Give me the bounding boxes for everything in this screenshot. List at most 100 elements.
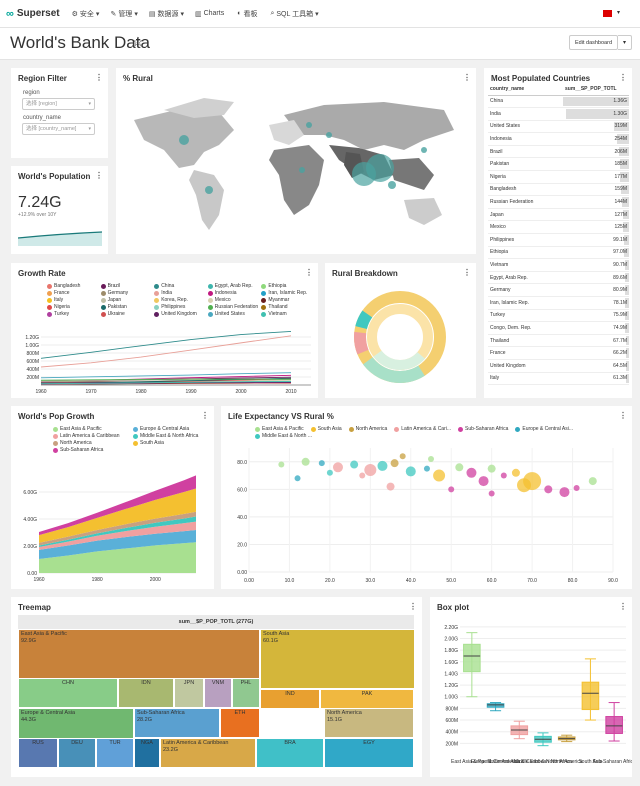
scatter-point[interactable] [544,485,553,494]
scatter-point[interactable] [500,472,507,479]
table-row[interactable]: United States 319M [488,120,629,134]
table-row[interactable]: India 1.30G [488,107,629,121]
box-rect[interactable] [463,643,481,673]
language-flag-icon[interactable] [603,10,612,17]
scatter-point[interactable] [428,456,434,463]
treemap-country[interactable]: NGA [134,738,160,768]
scatter-point[interactable] [377,460,388,471]
scatter-point[interactable] [294,475,301,482]
scatter-point[interactable] [573,484,580,491]
treemap-header[interactable]: sum__$P_POP_TOTL (277G) [18,615,414,629]
more-options-icon[interactable]: ⋮ [305,268,313,277]
edit-dashboard-button[interactable]: Edit dashboard [569,35,618,50]
region-select[interactable]: 选择 [region] ▾ [22,98,95,110]
nav-item[interactable]: ⚙ 安全 ▾ [72,9,100,19]
treemap-country[interactable]: PHL [232,678,260,708]
legend-item[interactable]: Ethiopia [261,283,315,289]
table-row[interactable]: Indonesia 254M [488,132,629,146]
chevron-down-icon[interactable]: ▾ [616,10,620,16]
scatter-point[interactable] [511,468,520,477]
nav-item[interactable]: ▤ 数据源 ▾ [149,9,184,19]
legend-item[interactable]: China [154,283,208,289]
more-options-icon[interactable]: ⋮ [201,411,209,420]
legend-item[interactable]: Brazil [100,283,155,289]
table-row[interactable]: Nigeria 177M [488,170,629,184]
nav-item[interactable]: ⌕ SQL 工具箱 ▾ [270,9,318,19]
country-table-scroll[interactable]: country_name sum__SP_POP_TOTL China 1.36G… [488,84,629,396]
table-row[interactable]: Turkey 75.9M [488,309,629,323]
table-row[interactable]: Pakistan 185M [488,157,629,172]
treemap-country[interactable]: IND [260,689,320,709]
scatter-point[interactable] [423,465,430,472]
scatter-point[interactable] [405,466,416,477]
table-row[interactable]: Russian Federation 144M [488,195,629,209]
treemap-country[interactable]: PAK [320,689,414,709]
scatter-point[interactable] [332,462,343,473]
legend-item[interactable]: Germany [100,290,155,296]
table-row[interactable]: Thailand 67.7M [488,334,629,348]
scatter-point[interactable] [301,457,310,466]
treemap-country[interactable]: CHN [18,678,118,708]
legend-item[interactable]: Pakistan [100,304,155,310]
legend-item[interactable]: East Asia & Pacific [255,426,304,432]
box-rect[interactable] [581,681,600,711]
brand-logo[interactable]: ∞ Superset [6,8,60,20]
treemap-country[interactable]: BRA [256,738,324,768]
scatter-point[interactable] [359,472,366,479]
legend-item[interactable]: Russian Federation [207,304,262,310]
legend-item[interactable]: Latin America & Caribbean [53,433,133,439]
legend-item[interactable]: North America [348,426,387,432]
treemap-country[interactable]: VNM [204,678,232,708]
table-row[interactable]: Congo, Dem. Rep. 74.9M [488,321,629,335]
box-rect[interactable] [486,703,505,708]
table-row[interactable]: Brazil 206M [488,145,629,159]
table-row[interactable]: Bangladesh 159M [488,183,629,197]
favorite-star-icon[interactable]: ☆ [132,34,144,49]
scatter-point[interactable] [523,472,542,491]
scatter-point[interactable] [448,486,455,493]
column-header-population[interactable]: sum__SP_POP_TOTL [563,84,629,96]
treemap-country[interactable]: RUS [18,738,58,768]
legend-item[interactable]: United States [207,311,262,317]
legend-item[interactable]: South Asia [133,440,213,446]
treemap-region[interactable]: South Asia 60.1G [260,629,415,689]
more-options-icon[interactable]: ⋮ [95,171,103,180]
table-row[interactable]: Italy 61.3M [488,372,629,386]
nav-item[interactable]: ✎ 管理 ▾ [110,9,137,19]
scatter-point[interactable] [487,464,496,473]
treemap-region[interactable]: Latin America & Caribbean 23.2G [160,738,256,768]
legend-item[interactable]: Italy [47,297,101,303]
table-row[interactable]: Ethiopia 97.0M [488,246,629,260]
legend-item[interactable]: Indonesia [207,290,262,296]
legend-item[interactable]: Philippines [154,304,208,310]
table-row[interactable]: France 66.2M [488,346,629,360]
legend-item[interactable]: Bangladesh [47,283,101,289]
scatter-point[interactable] [466,467,477,478]
nav-item[interactable]: ▥ Charts [195,9,226,19]
table-row[interactable]: Philippines 99.1M [488,233,629,247]
legend-item[interactable]: Myanmar [261,297,315,303]
more-options-icon[interactable]: ⋮ [619,411,627,420]
scatter-point[interactable] [399,453,406,460]
treemap-country[interactable]: TUR [96,738,134,768]
scatter-point[interactable] [390,459,399,468]
legend-item[interactable]: Turkey [47,311,101,317]
legend-item[interactable]: Middle East & North ... [255,433,312,439]
legend-item[interactable]: Latin America & Cari... [394,426,451,432]
legend-item[interactable]: Thailand [261,304,315,310]
treemap-country[interactable]: DEU [58,738,96,768]
box-rect[interactable] [605,716,623,734]
treemap-country[interactable]: EGY [324,738,414,768]
legend-item[interactable]: Japan [100,297,155,303]
more-options-icon[interactable]: ⋮ [619,73,627,82]
legend-item[interactable]: East Asia & Pacific [53,426,133,432]
legend-item[interactable]: India [154,290,208,296]
scatter-point[interactable] [278,461,285,468]
treemap-region[interactable]: North America 15.1G [324,708,414,738]
legend-item[interactable]: Europe & Central Asi... [515,426,573,432]
table-row[interactable]: Vietnam 90.7M [488,258,629,272]
treemap-country[interactable]: JPN [174,678,204,708]
column-header-country[interactable]: country_name [488,84,563,96]
scatter-point[interactable] [318,460,325,467]
nav-item[interactable]: ◐ 看板 [237,9,259,19]
